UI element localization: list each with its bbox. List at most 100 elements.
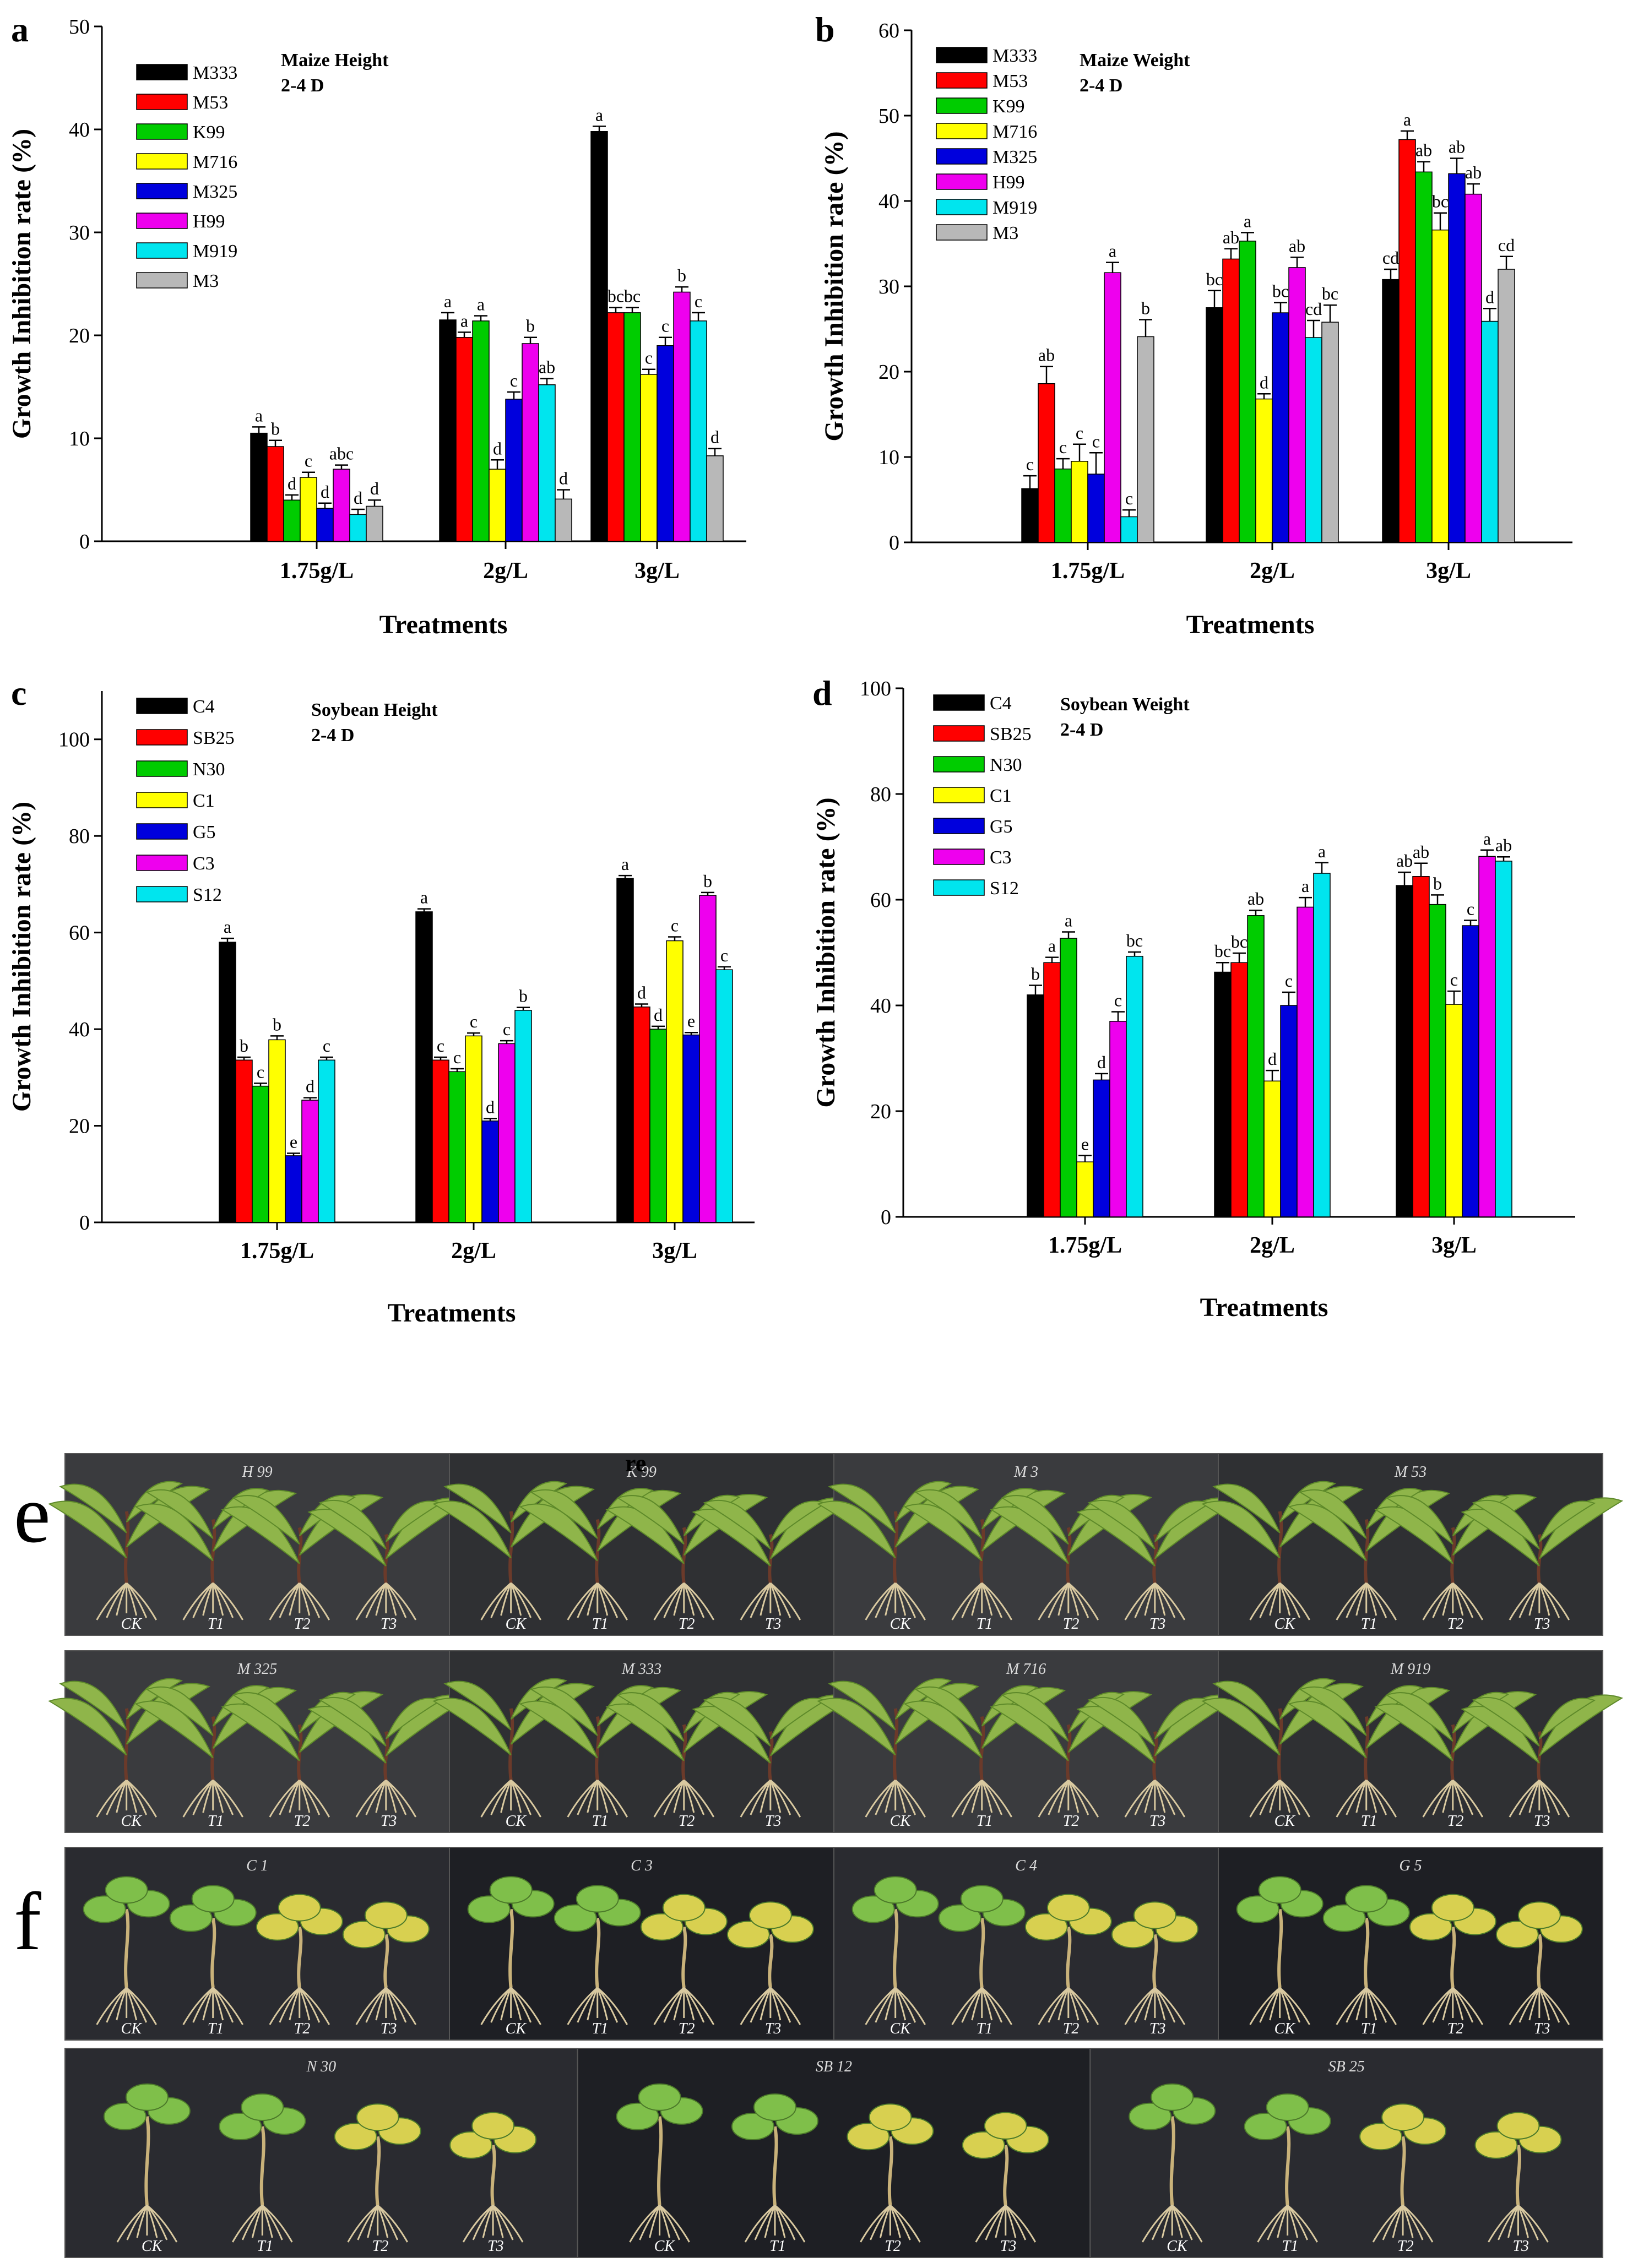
bar-M716 — [1255, 398, 1273, 543]
maize-leaf — [903, 1700, 983, 1759]
plant-root — [951, 1987, 983, 2025]
photo-label-ck: CK — [654, 2238, 676, 2255]
legend-swatch-G5 — [933, 818, 985, 834]
plant-stem — [1285, 2126, 1291, 2206]
plant-root — [1057, 1987, 1070, 2021]
photo-title: SB 12 — [816, 2058, 852, 2075]
plant-root — [1372, 2204, 1404, 2243]
y-tick-label: 50 — [69, 15, 90, 39]
plant-root — [750, 1582, 772, 1618]
x-tick-label: 3g/L — [652, 1238, 697, 1264]
plant-stem — [124, 1908, 130, 1988]
legend-label-M53: M53 — [193, 93, 228, 113]
bar-M3 — [706, 455, 724, 542]
significance-label: ab — [1223, 227, 1239, 247]
panel-letter: a — [11, 10, 29, 49]
plant-root — [764, 2205, 776, 2238]
maize-leaf — [1212, 1680, 1281, 1731]
plant-root — [885, 1582, 897, 1616]
plant-root — [1144, 1582, 1156, 1616]
plant-root — [1154, 1987, 1186, 2025]
plant-stem — [490, 2145, 496, 2206]
photo-n30: N 30 CK T1 T2 T3 — [64, 2048, 578, 2258]
legend-label-C1: C1 — [990, 786, 1012, 806]
photo-background — [64, 1453, 450, 1636]
plant-root — [1279, 1987, 1310, 2025]
significance-label: c — [645, 348, 653, 368]
maize-leaf — [519, 1503, 598, 1562]
plant-stem — [1400, 2136, 1406, 2206]
photo-label-ck: CK — [1274, 2020, 1296, 2037]
significance-label: d — [288, 474, 296, 493]
legend-label-C4: C4 — [193, 697, 215, 717]
photo-m3: M 3 CK T1 T2 T3 — [817, 1453, 1239, 1636]
photo-label-t1: T1 — [257, 2238, 273, 2255]
y-tick-label: 40 — [69, 118, 90, 142]
plant-root — [683, 1779, 715, 1818]
bar-C4 — [415, 911, 433, 1223]
y-axis-title: Growth Inhibition rate (%) — [820, 131, 849, 441]
maize-leaf — [1472, 1697, 1540, 1747]
plant-stem — [1277, 1511, 1283, 1584]
photo-label-t1: T1 — [208, 1813, 224, 1830]
maize-leaf — [1538, 1698, 1596, 1739]
x-tick-label: 2g/L — [483, 558, 528, 584]
plant-root — [182, 1987, 214, 2025]
plant-root — [774, 2204, 806, 2243]
legend-label-M919: M919 — [193, 241, 237, 262]
plant-stem — [375, 2136, 381, 2206]
plant-root — [1038, 1987, 1069, 2025]
plant-root — [653, 1987, 685, 2025]
legend-label-M919: M919 — [992, 198, 1037, 218]
significance-label: bc — [1231, 932, 1248, 951]
legend-label-M3: M3 — [992, 223, 1018, 243]
legend-label-M716: M716 — [193, 152, 237, 172]
legend-swatch-H99 — [136, 213, 188, 229]
photo-label-t1: T1 — [592, 1813, 609, 1830]
plant-root — [365, 1582, 387, 1618]
photo-m325: M 325 CK T1 T2 T3 — [48, 1650, 470, 1833]
plant-root — [1538, 1779, 1570, 1818]
bar-H99 — [522, 343, 539, 542]
soy-leaf — [1359, 2123, 1403, 2151]
significance-label: a — [255, 405, 263, 425]
plant-root — [1141, 2204, 1173, 2243]
maize-leaf — [1201, 1698, 1281, 1756]
legend-label-K99: K99 — [193, 122, 225, 143]
plant-stem — [1066, 1926, 1072, 1988]
photo-title: N 30 — [306, 2058, 336, 2075]
plant-root — [760, 1987, 772, 2021]
photo-label-t2: T2 — [1447, 2020, 1464, 2037]
legend-swatch-M919 — [136, 242, 188, 259]
plant-root — [480, 1582, 512, 1620]
significance-label: c — [305, 451, 312, 471]
plant-stem — [768, 1934, 774, 1988]
plant-root — [385, 1582, 417, 1620]
bar-C3 — [1109, 1021, 1127, 1217]
plant-root — [894, 1582, 926, 1620]
plant-root — [1267, 2205, 1288, 2240]
legend-label-C1: C1 — [193, 791, 215, 811]
plant-root — [1442, 1987, 1454, 2021]
bar-N30 — [649, 1029, 667, 1223]
photo-title: SB 25 — [1328, 2058, 1365, 2075]
significance-label: a — [1244, 211, 1251, 231]
legend-swatch-C1 — [136, 792, 188, 808]
bar-M919 — [349, 514, 367, 542]
photo-background — [449, 1650, 834, 1833]
soy-leaf — [1151, 2083, 1194, 2111]
significance-label: c — [257, 1062, 264, 1081]
legend-label-M333: M333 — [193, 63, 237, 83]
significance-label: ab — [1248, 889, 1264, 909]
photo-label-t1: T1 — [208, 1616, 224, 1633]
significance-label: c — [437, 1036, 444, 1056]
photo-background — [577, 2048, 1091, 2258]
plant-stem — [681, 1926, 687, 1988]
soy-leaf — [471, 2112, 515, 2140]
photo-label-t3: T3 — [765, 1813, 782, 1830]
maize-leaf — [443, 1680, 512, 1731]
photo-title: G 5 — [1399, 1857, 1422, 1874]
legend-swatch-M716 — [136, 153, 188, 170]
soy-leaf — [1129, 2102, 1172, 2130]
plant-root — [1038, 1582, 1069, 1620]
